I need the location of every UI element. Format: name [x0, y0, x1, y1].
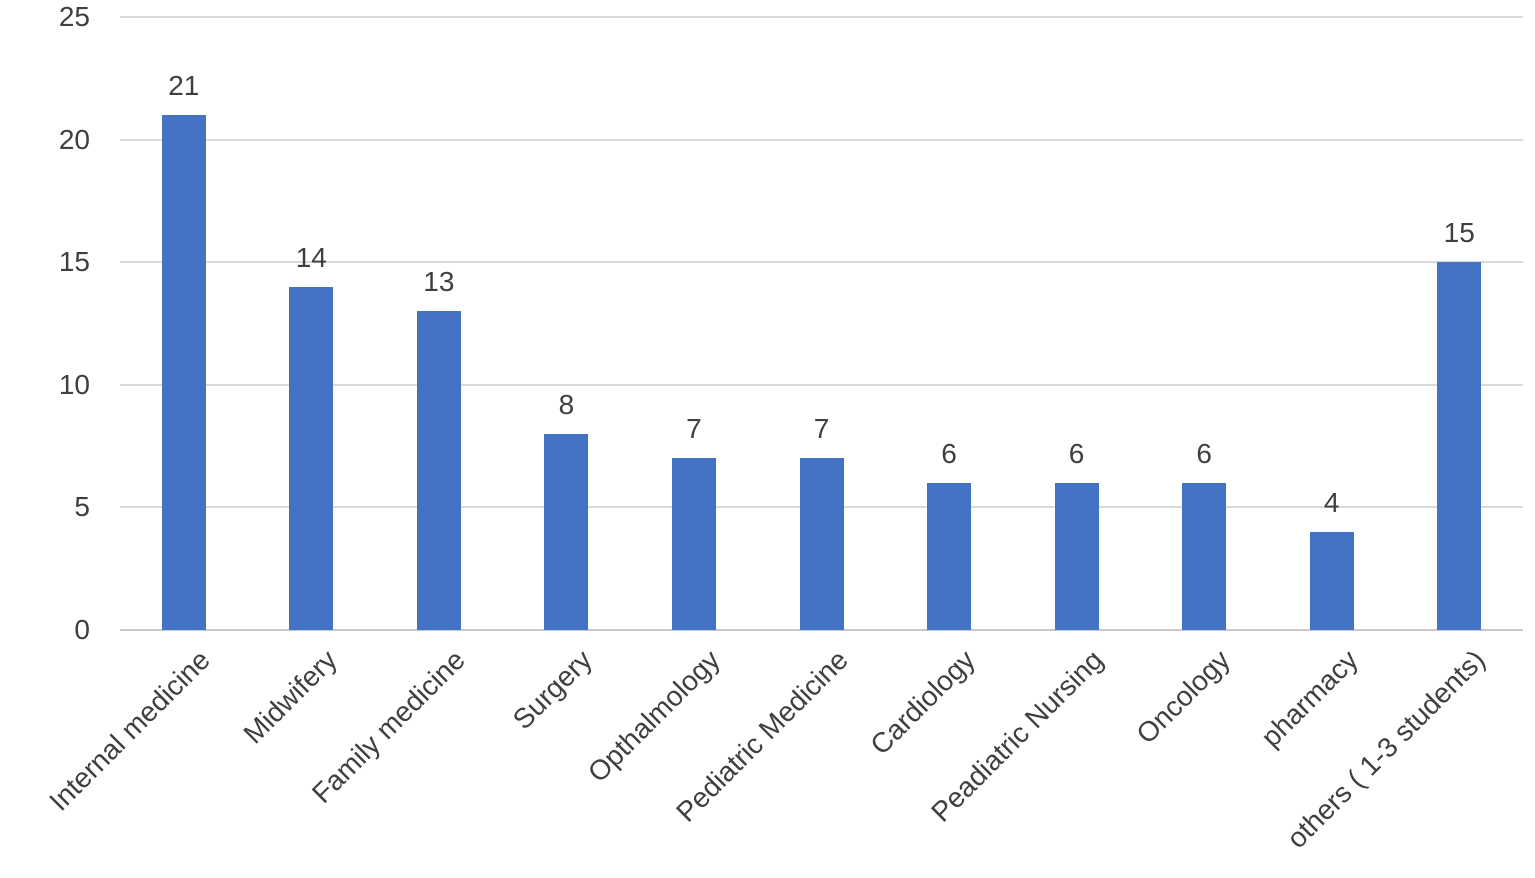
bar-value-label: 7 — [813, 413, 830, 445]
bar-value-label: 4 — [1323, 486, 1340, 518]
gridline — [120, 16, 1523, 18]
bar-value-label: 13 — [423, 266, 455, 298]
bar — [1054, 482, 1099, 630]
bar — [1182, 482, 1227, 630]
x-category-label: Internal medicine — [42, 644, 216, 817]
x-category-label: Oncology — [1130, 644, 1237, 750]
bar-value-label: 6 — [1196, 437, 1212, 469]
y-tick-label: 10 — [58, 368, 90, 400]
bar-value-label: 15 — [1443, 217, 1475, 249]
bar-value-label: 6 — [1068, 437, 1085, 469]
x-axis-labels: Internal medicine Midwifery Family medicin… — [43, 630, 1523, 878]
bar — [1437, 262, 1482, 630]
x-axis-line — [120, 629, 1523, 631]
y-tick-label: 20 — [58, 123, 90, 155]
y-tick-label: 5 — [74, 491, 90, 523]
bar — [161, 115, 206, 630]
x-category-label: Opthalmology — [581, 644, 726, 789]
gridline — [120, 138, 1523, 141]
y-tick-label: 25 — [58, 1, 90, 32]
bar — [289, 286, 334, 630]
bar — [416, 311, 461, 630]
x-category-label: Midwifery — [237, 644, 344, 750]
bar — [1309, 531, 1354, 630]
gridline — [120, 383, 1523, 386]
y-tick-label: 0 — [74, 614, 90, 645]
bar — [671, 458, 716, 630]
plot-area: 21 14 13 8 7 7 6 6 6 4 15 — [120, 16, 1523, 631]
y-tick-label: 15 — [58, 246, 90, 278]
y-axis: 0 5 10 15 20 25 — [0, 1, 90, 645]
gridline — [120, 261, 1523, 264]
x-category-label: Surgery — [507, 644, 599, 736]
bar-value-label: 14 — [295, 241, 327, 273]
bar-value-label: 21 — [168, 70, 200, 102]
bar-value-label: 7 — [686, 413, 702, 445]
bar-value-label: 8 — [558, 388, 575, 420]
x-category-label: pharmacy — [1254, 644, 1364, 753]
bar — [544, 433, 589, 630]
bar-value-label: 6 — [941, 437, 957, 469]
bar — [799, 458, 844, 630]
x-category-label: Cardiology — [864, 644, 981, 761]
bar — [927, 482, 972, 630]
